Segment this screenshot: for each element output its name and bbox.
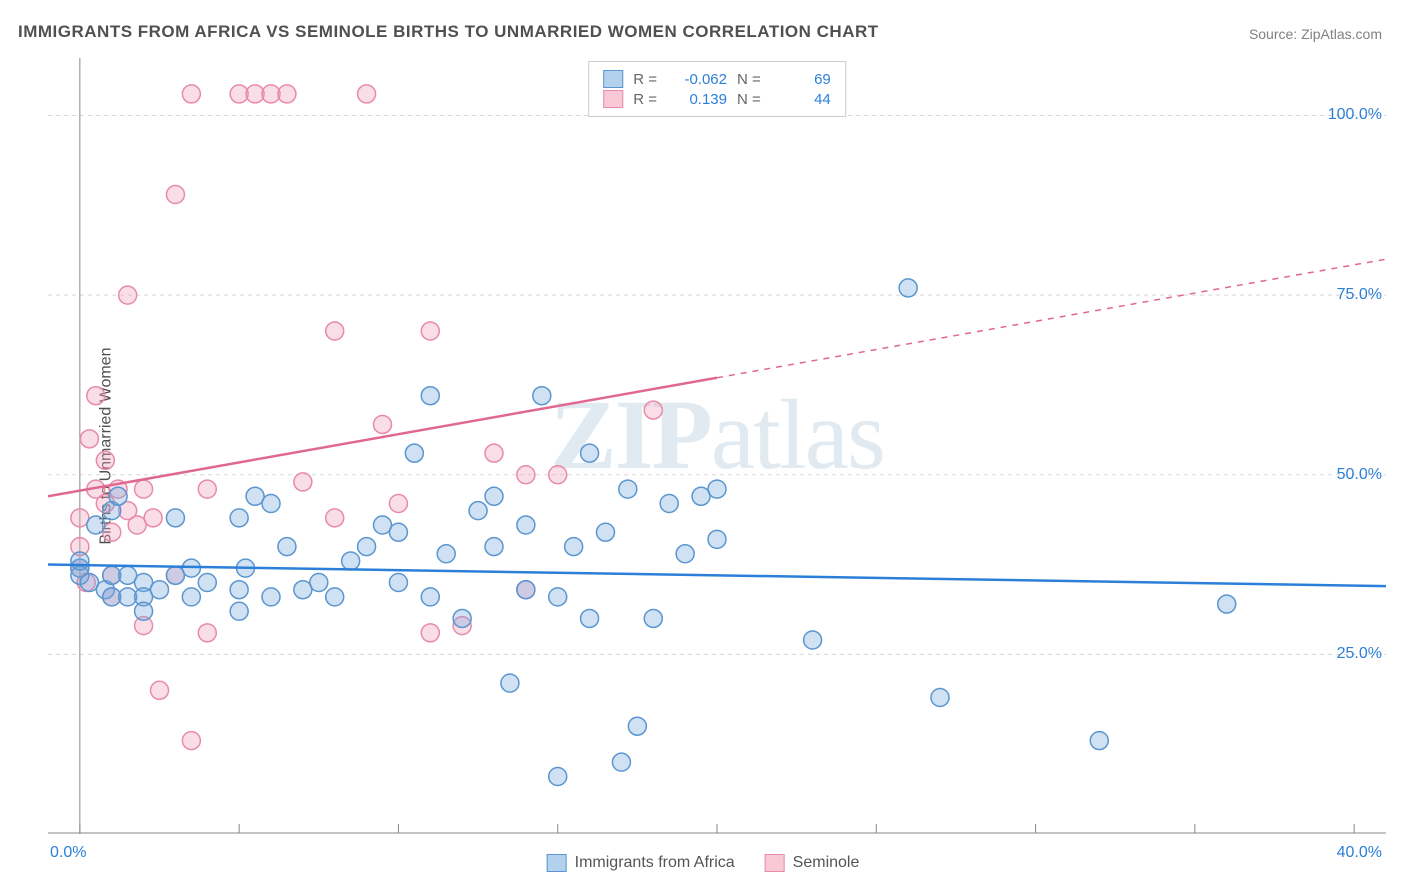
source-link[interactable]: ZipAtlas.com xyxy=(1301,26,1382,42)
scatter-plot-svg xyxy=(48,58,1386,834)
x-axis-max-label: 40.0% xyxy=(1337,844,1382,862)
legend-n-label-1: N = xyxy=(737,91,761,108)
legend-item-0: Immigrants from Africa xyxy=(547,854,735,872)
legend-bottom-swatch-1 xyxy=(765,854,785,872)
legend-n-value-0: 69 xyxy=(771,71,831,88)
legend-bottom-label-1: Seminole xyxy=(793,854,860,872)
legend-r-value-1: 0.139 xyxy=(667,91,727,108)
legend-n-label-0: N = xyxy=(737,71,761,88)
legend-swatch-1 xyxy=(603,90,623,108)
correlation-legend: R = -0.062 N = 69 R = 0.139 N = 44 xyxy=(588,61,846,117)
x-axis-min-label: 0.0% xyxy=(50,844,86,862)
chart-title: IMMIGRANTS FROM AFRICA VS SEMINOLE BIRTH… xyxy=(18,22,879,42)
y-axis-tick-label: 100.0% xyxy=(1328,106,1382,124)
y-axis-tick-label: 75.0% xyxy=(1337,286,1382,304)
source-attribution: Source: ZipAtlas.com xyxy=(1249,26,1382,42)
legend-row-series-1: R = 0.139 N = 44 xyxy=(603,90,831,108)
legend-item-1: Seminole xyxy=(765,854,860,872)
legend-r-value-0: -0.062 xyxy=(667,71,727,88)
series-legend: Immigrants from Africa Seminole xyxy=(547,854,860,872)
y-axis-tick-label: 25.0% xyxy=(1337,645,1382,663)
legend-r-label-1: R = xyxy=(633,91,657,108)
legend-row-series-0: R = -0.062 N = 69 xyxy=(603,70,831,88)
legend-bottom-swatch-0 xyxy=(547,854,567,872)
chart-plot-area: ZIPatlas R = -0.062 N = 69 R = 0.139 N =… xyxy=(48,58,1386,834)
source-label: Source: xyxy=(1249,26,1297,42)
legend-n-value-1: 44 xyxy=(771,91,831,108)
y-axis-tick-label: 50.0% xyxy=(1337,466,1382,484)
legend-swatch-0 xyxy=(603,70,623,88)
legend-bottom-label-0: Immigrants from Africa xyxy=(575,854,735,872)
legend-r-label-0: R = xyxy=(633,71,657,88)
